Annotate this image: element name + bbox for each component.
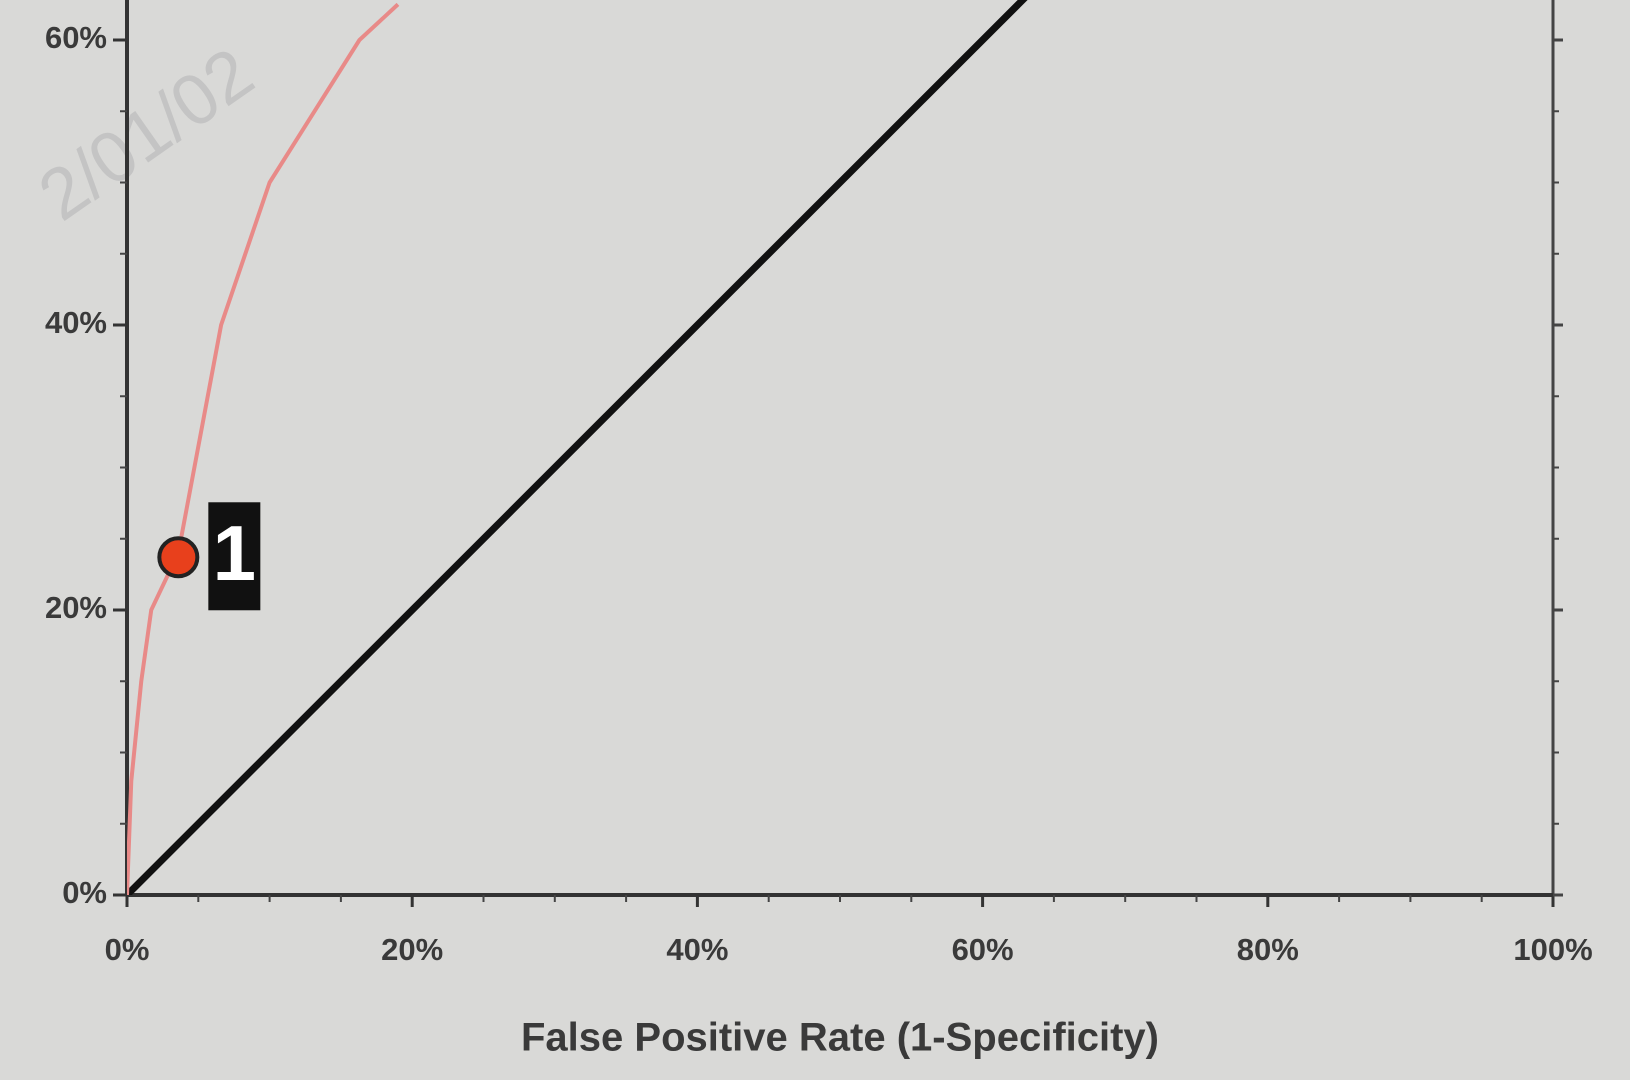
x-tick-label: 20% — [381, 932, 443, 967]
x-tick-label: 40% — [666, 932, 728, 967]
point-label: 1 — [213, 509, 256, 597]
y-tick-label: 40% — [45, 305, 107, 340]
plot-area — [127, 0, 1028, 895]
x-tick-label: 80% — [1237, 932, 1299, 967]
watermark: 2/01/02 — [25, 33, 268, 236]
y-tick-label: 0% — [62, 875, 107, 910]
x-tick-label: 100% — [1513, 932, 1592, 967]
x-tick-label: 0% — [105, 932, 150, 967]
y-tick-label: 60% — [45, 20, 107, 55]
point-label-box — [208, 502, 261, 611]
operating-point — [157, 536, 200, 579]
x-axis-label: False Positive Rate (1-Specificity) — [521, 1016, 1159, 1060]
y-tick-label: 20% — [45, 590, 107, 625]
x-tick-label: 60% — [952, 932, 1014, 967]
roc-line — [127, 0, 1028, 895]
